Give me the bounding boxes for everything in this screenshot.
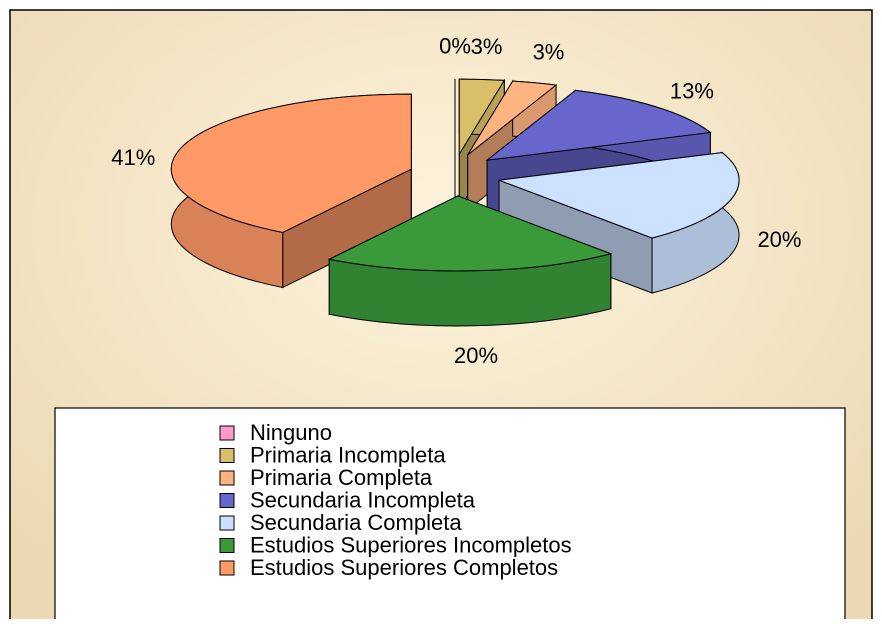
legend-swatch (219, 425, 235, 441)
slice-top (170, 93, 412, 233)
legend-swatch (219, 515, 235, 531)
slice-top (327, 195, 613, 272)
data-label: 13% (670, 79, 714, 104)
legend-label: Ninguno (250, 420, 332, 445)
data-label: 3% (533, 39, 565, 64)
legend-swatch (219, 560, 235, 576)
slice-top (498, 152, 740, 239)
data-label: 41% (111, 145, 155, 170)
slice (327, 195, 613, 327)
legend-swatch (219, 470, 235, 486)
legend-label: Primaria Incompleta (250, 442, 446, 467)
slice (498, 151, 740, 294)
slice-top (458, 78, 506, 156)
legend-swatch (219, 493, 235, 508)
legend-swatch (219, 538, 235, 553)
legend-swatch (219, 448, 235, 463)
data-label: 0% (439, 33, 471, 58)
data-label: 20% (454, 343, 498, 368)
data-label: 3% (471, 34, 503, 59)
legend-label: Secundaria Completa (250, 510, 462, 535)
legend-label: Primaria Completa (250, 465, 433, 490)
data-label: 20% (757, 227, 801, 252)
legend-label: Estudios Superiores Incompletos (250, 532, 572, 557)
slice (170, 93, 412, 289)
slice-top (485, 89, 712, 161)
legend-label: Estudios Superiores Completos (250, 555, 558, 580)
pie: 0% 3% 3%13%41%20%20% (111, 33, 801, 368)
legend-label: Secundaria Incompleta (250, 487, 476, 512)
legend-box (54, 407, 846, 624)
slice-top (467, 80, 558, 156)
